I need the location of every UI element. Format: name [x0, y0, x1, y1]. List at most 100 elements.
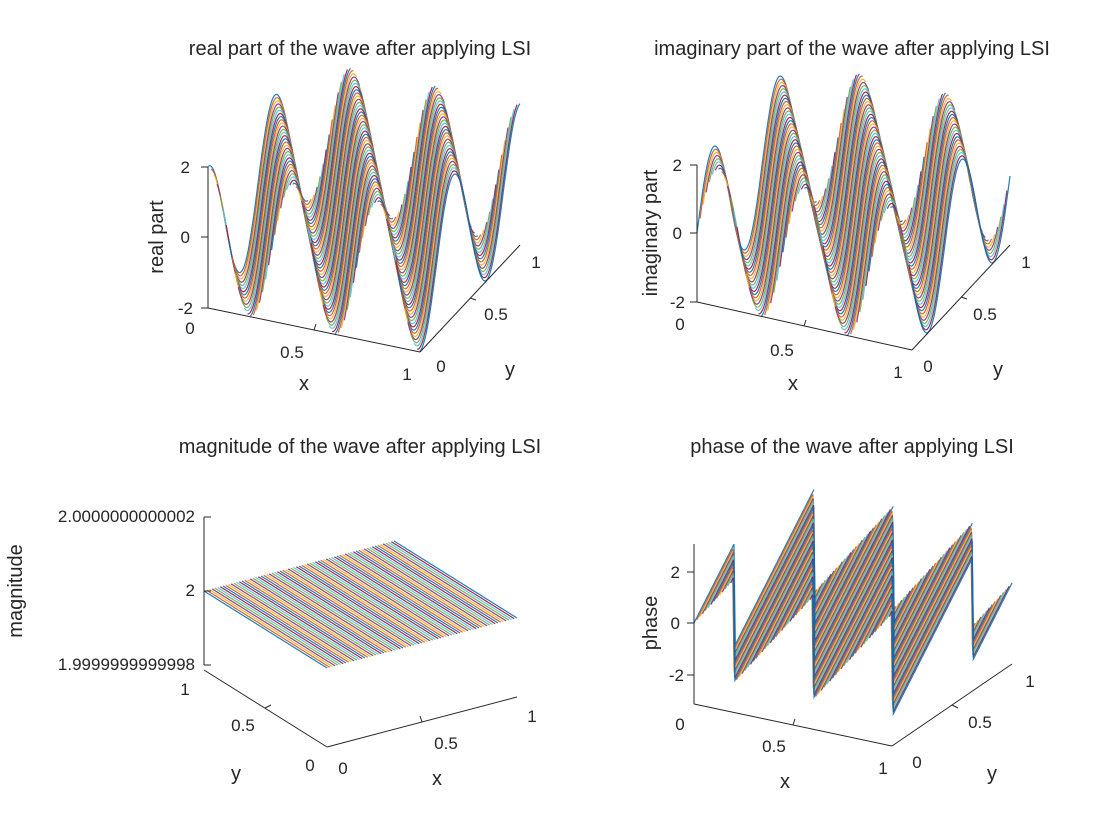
mesh-line	[885, 552, 1007, 710]
mesh-line	[236, 581, 360, 660]
mesh-line	[785, 97, 885, 274]
mesh-line	[331, 556, 455, 635]
mesh-line	[815, 546, 937, 697]
imaginary-part-surface	[696, 73, 1011, 336]
mesh-line	[244, 579, 369, 658]
mesh-line	[792, 523, 914, 682]
mesh-line	[209, 589, 333, 668]
real-part-title: real part of the wave after applying LSI	[189, 38, 531, 60]
mesh-line	[363, 548, 488, 627]
magnitude-z-tick-label: 2.0000000000002	[58, 507, 195, 526]
mesh-line	[745, 109, 845, 302]
mesh-line	[252, 577, 377, 656]
mesh-line	[739, 120, 839, 296]
mesh-line	[822, 135, 922, 312]
mesh-line	[358, 549, 483, 628]
mesh-line	[843, 532, 965, 674]
mesh-line	[287, 568, 412, 647]
mesh-line	[724, 518, 846, 675]
mesh-line	[388, 541, 512, 620]
mesh-line	[755, 524, 877, 659]
mesh-line	[206, 589, 331, 668]
mesh-line	[868, 113, 968, 289]
mesh-line	[868, 538, 990, 695]
mesh-line	[361, 113, 464, 293]
mesh-line	[702, 81, 802, 258]
mesh-line	[339, 554, 464, 633]
mesh-line	[369, 546, 493, 625]
mesh-line	[744, 536, 866, 671]
phase-title: phase of the wave after applying LSI	[690, 436, 1014, 458]
mesh-line	[309, 562, 434, 641]
mesh-line	[826, 550, 948, 685]
mesh-line	[228, 584, 352, 663]
real-part-z-tick-label: 2	[181, 158, 190, 177]
mesh-line	[366, 547, 491, 626]
mesh-line	[874, 120, 974, 296]
mesh-line	[347, 552, 472, 631]
mesh-line	[766, 512, 889, 658]
mesh-line	[747, 533, 869, 668]
real-part-x-tick-label: 0.5	[280, 343, 304, 362]
mesh-line	[274, 571, 398, 650]
mesh-line	[325, 558, 450, 637]
mesh-line	[840, 535, 962, 670]
mesh-line	[905, 151, 1005, 328]
mesh-line	[733, 524, 855, 683]
mesh-line	[837, 538, 959, 673]
mesh-line	[778, 513, 900, 671]
mesh-line	[380, 544, 504, 623]
real-part-z-tick-label: 0	[181, 228, 190, 247]
mesh-line	[282, 569, 407, 648]
mesh-line	[854, 527, 976, 684]
mesh-line	[390, 541, 515, 620]
mesh-line	[874, 545, 996, 702]
mesh-line	[812, 541, 934, 700]
real-part-x-label: x	[299, 373, 309, 395]
mesh-line	[279, 570, 404, 649]
mesh-line	[316, 136, 418, 317]
mesh-line	[336, 555, 461, 634]
mesh-line	[823, 553, 945, 688]
phase-x-tick-mark	[792, 718, 796, 726]
mesh-line	[696, 494, 818, 650]
mesh-line	[234, 105, 336, 302]
mesh-line	[361, 549, 485, 628]
mesh-line	[392, 144, 494, 325]
mesh-line	[699, 496, 821, 654]
mesh-line	[352, 103, 454, 284]
imaginary-part-z-label: imaginary part	[640, 169, 662, 296]
mesh-line	[395, 147, 497, 328]
mesh-line	[385, 542, 510, 621]
mesh-line	[806, 535, 928, 693]
mesh-line	[312, 561, 436, 640]
mesh-line	[314, 561, 439, 640]
imaginary-part-title: imaginary part of the wave after applyin…	[654, 38, 1050, 60]
phase-x-tick-label: 0	[675, 715, 684, 734]
mesh-line	[225, 112, 327, 293]
imaginary-part-z-tick-label: 2	[673, 156, 682, 175]
mesh-line	[738, 531, 860, 678]
imaginary-part-y-tick-label: 1	[1021, 253, 1030, 272]
magnitude-axes	[203, 516, 518, 748]
mesh-line	[871, 116, 971, 293]
mesh-line	[230, 583, 355, 662]
mesh-line	[730, 522, 852, 679]
mesh-line	[742, 122, 842, 299]
mesh-line	[222, 109, 324, 290]
mesh-line	[268, 85, 370, 266]
mesh-line	[293, 566, 417, 645]
real-part-y-tick-mark	[469, 297, 477, 301]
mesh-line	[834, 541, 956, 676]
mesh-line	[772, 506, 894, 662]
magnitude-x-tick-label: 0.5	[434, 734, 458, 753]
mesh-line	[271, 572, 396, 651]
phase-z-tick-label: -2	[669, 666, 684, 685]
mesh-line	[735, 529, 857, 681]
panel-imaginary-part: imaginary part of the wave after applyin…	[640, 38, 1050, 395]
phase-y-tick-mark	[951, 704, 959, 709]
magnitude-x-tick-mark	[419, 715, 423, 723]
mesh-line	[298, 565, 423, 644]
magnitude-z-tick-label: 1.9999999999998	[58, 655, 195, 674]
